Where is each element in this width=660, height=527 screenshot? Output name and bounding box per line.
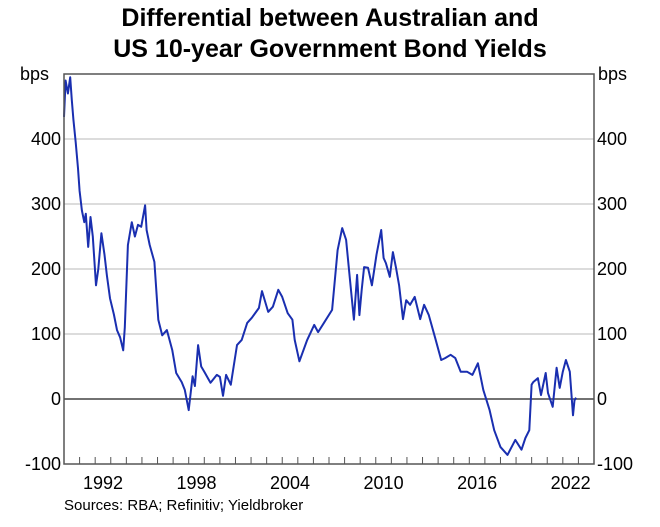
y-axis-left-labels: -100 0 100 200 300 400 [25,129,61,474]
y-tick-label-left: 300 [31,194,61,214]
chart-title: Differential between Australian and US 1… [0,3,660,65]
y-tick-label-right: -100 [597,454,633,474]
gridlines [64,138,594,400]
y-tick-label-left: -100 [25,454,61,474]
y-tick-label-left: 400 [31,129,61,149]
x-tick-label: 2022 [551,473,591,493]
y-axis-left-unit: bps [20,64,50,84]
x-axis-ticks [79,457,579,464]
chart-title-line-1: Differential between Australian and [121,4,539,32]
x-tick-label: 1998 [176,473,216,493]
x-axis-labels: 1992 1998 2004 2010 2016 2022 [83,473,591,493]
y-tick-label-left: 200 [31,259,61,279]
y-axis-right-unit: bps [598,64,628,84]
series-layer [63,76,577,456]
x-tick-label: 1992 [83,473,123,493]
x-tick-label: 2016 [457,473,497,493]
chart-title-line-2: US 10-year Government Bond Yields [113,35,547,63]
series-line [63,76,577,456]
x-tick-label: 2010 [364,473,404,493]
y-tick-label-left: 100 [31,324,61,344]
y-tick-label-right: 100 [597,324,627,344]
y-tick-label-right: 0 [597,389,607,409]
y-axis-right-labels: -100 0 100 200 300 400 [597,129,633,474]
y-tick-label-left: 0 [51,389,61,409]
x-tick-label: 2004 [270,473,310,493]
y-tick-label-right: 200 [597,259,627,279]
y-tick-label-right: 300 [597,194,627,214]
y-tick-label-right: 400 [597,129,627,149]
source-note: Sources: RBA; Refinitiv; Yieldbroker [64,497,304,514]
